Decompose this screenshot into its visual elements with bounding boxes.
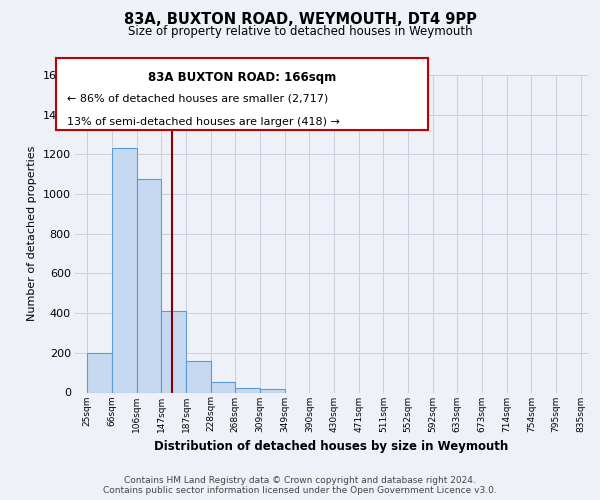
Text: ← 86% of detached houses are smaller (2,717): ← 86% of detached houses are smaller (2,… [67,94,328,104]
Y-axis label: Number of detached properties: Number of detached properties [27,146,37,322]
Text: Contains public sector information licensed under the Open Government Licence v3: Contains public sector information licen… [103,486,497,495]
Bar [88,353,112,393]
Bar [260,389,284,392]
Text: 83A BUXTON ROAD: 166sqm: 83A BUXTON ROAD: 166sqm [148,70,336,84]
Bar [112,148,137,392]
Bar [186,361,211,392]
X-axis label: Distribution of detached houses by size in Weymouth: Distribution of detached houses by size … [154,440,509,453]
Text: 13% of semi-detached houses are larger (418) →: 13% of semi-detached houses are larger (… [67,117,340,127]
Text: Contains HM Land Registry data © Crown copyright and database right 2024.: Contains HM Land Registry data © Crown c… [124,476,476,485]
Bar [161,311,186,392]
Bar [235,388,260,392]
Text: 83A, BUXTON ROAD, WEYMOUTH, DT4 9PP: 83A, BUXTON ROAD, WEYMOUTH, DT4 9PP [124,12,476,28]
Bar [137,179,161,392]
Text: Size of property relative to detached houses in Weymouth: Size of property relative to detached ho… [128,25,472,38]
Bar [211,382,235,392]
